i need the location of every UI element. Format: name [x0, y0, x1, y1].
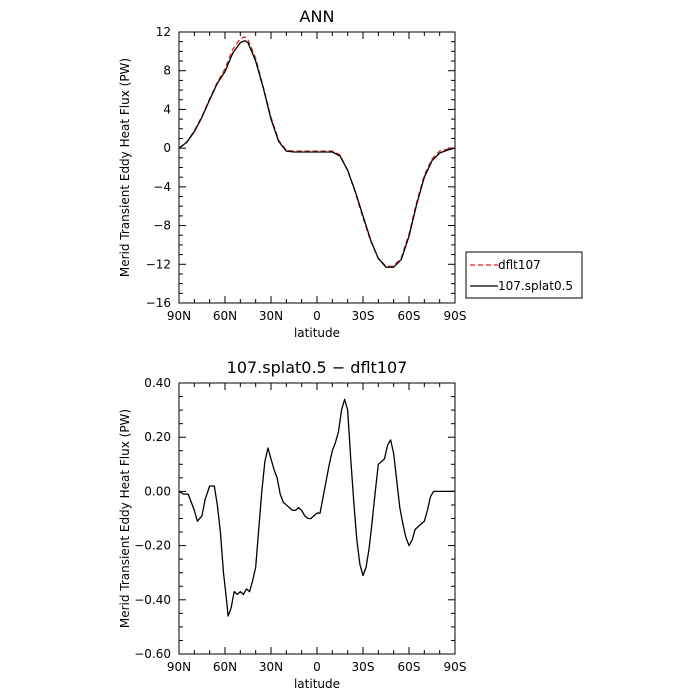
- x-tick-label: 60S: [398, 660, 421, 674]
- x-tick-label: 90S: [444, 660, 467, 674]
- x-tick-label: 90S: [444, 309, 467, 323]
- y-tick-label: 0.40: [144, 376, 171, 390]
- y-tick-label: 0.20: [144, 430, 171, 444]
- x-tick-label: 30S: [352, 660, 375, 674]
- y-tick-label: 0: [163, 141, 171, 155]
- x-tick-label: 30S: [352, 309, 375, 323]
- x-tick-label: 60N: [213, 309, 237, 323]
- y-tick-label: −16: [146, 296, 171, 310]
- y-axis-label: Merid Transient Eddy Heat Flux (PW): [118, 58, 132, 277]
- y-tick-label: −0.60: [134, 647, 171, 661]
- x-tick-label: 0: [313, 660, 321, 674]
- x-tick-label: 30N: [259, 309, 283, 323]
- x-tick-label: 90N: [167, 660, 191, 674]
- y-tick-label: 12: [156, 25, 171, 39]
- legend-label: dflt107: [498, 258, 541, 272]
- x-tick-label: 60N: [213, 660, 237, 674]
- y-tick-label: 0.00: [144, 484, 171, 498]
- y-tick-label: −0.20: [134, 539, 171, 553]
- x-tick-label: 90N: [167, 309, 191, 323]
- chart-title: ANN: [300, 7, 335, 26]
- x-axis-label: latitude: [294, 326, 340, 340]
- chart-title: 107.splat0.5 − dflt107: [227, 358, 408, 377]
- series-line-107-splat0-5: [179, 40, 455, 268]
- y-tick-label: −0.40: [134, 593, 171, 607]
- x-axis-label: latitude: [294, 677, 340, 691]
- y-tick-label: −12: [146, 257, 171, 271]
- x-tick-label: 30N: [259, 660, 283, 674]
- y-tick-label: 8: [163, 64, 171, 78]
- plot-frame: [178, 382, 456, 655]
- y-axis-label: Merid Transient Eddy Heat Flux (PW): [118, 409, 132, 628]
- y-tick-label: −8: [153, 219, 171, 233]
- x-tick-label: 0: [313, 309, 321, 323]
- legend-box: [465, 251, 583, 299]
- y-tick-label: 4: [163, 102, 171, 116]
- series-line-dflt107: [179, 36, 455, 267]
- y-tick-label: −4: [153, 180, 171, 194]
- plot-frame: [178, 31, 456, 304]
- x-tick-label: 60S: [398, 309, 421, 323]
- legend-label: 107.splat0.5: [498, 279, 573, 293]
- series-line-series-0: [179, 398, 455, 617]
